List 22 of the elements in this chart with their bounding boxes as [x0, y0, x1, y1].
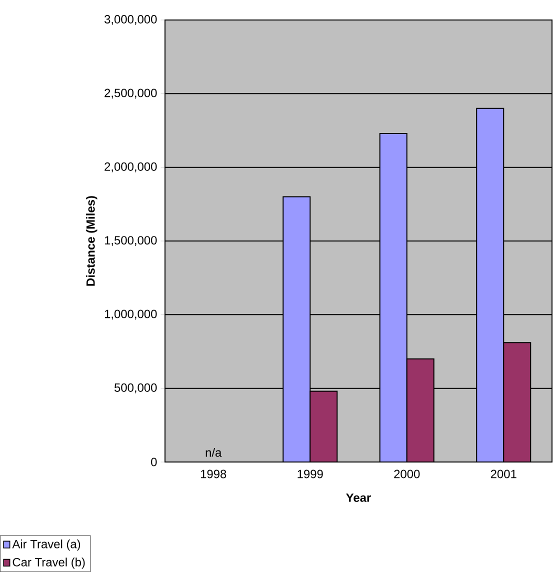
- x-tick-label: 2000: [394, 470, 420, 478]
- annotation: n/a: [206, 448, 222, 457]
- x-tick-label: 2001: [490, 470, 516, 478]
- bar: [503, 342, 532, 462]
- legend-label: Air Travel (a): [12, 540, 80, 551]
- bar: [310, 390, 338, 462]
- bar: [282, 196, 311, 462]
- y-tick-label: 2,000,000: [104, 162, 157, 172]
- y-tick-label: 0: [151, 458, 157, 466]
- x-axis-title: Year: [346, 494, 371, 502]
- x-tick-label: 1998: [200, 470, 226, 478]
- y-tick-label: 3,000,000: [104, 15, 157, 25]
- bar: [406, 358, 434, 462]
- y-tick-label: 1,000,000: [104, 310, 157, 320]
- x-tick-label: 1999: [298, 470, 323, 478]
- legend-label: Car Travel (b): [12, 558, 85, 569]
- y-tick-label: 2,500,000: [104, 88, 157, 99]
- bar: [476, 108, 504, 462]
- y-tick-label: 500,000: [114, 383, 157, 394]
- bar: [379, 132, 408, 462]
- y-tick-label: 1,500,000: [104, 236, 157, 246]
- y-axis-title: Distance (Miles): [86, 196, 98, 286]
